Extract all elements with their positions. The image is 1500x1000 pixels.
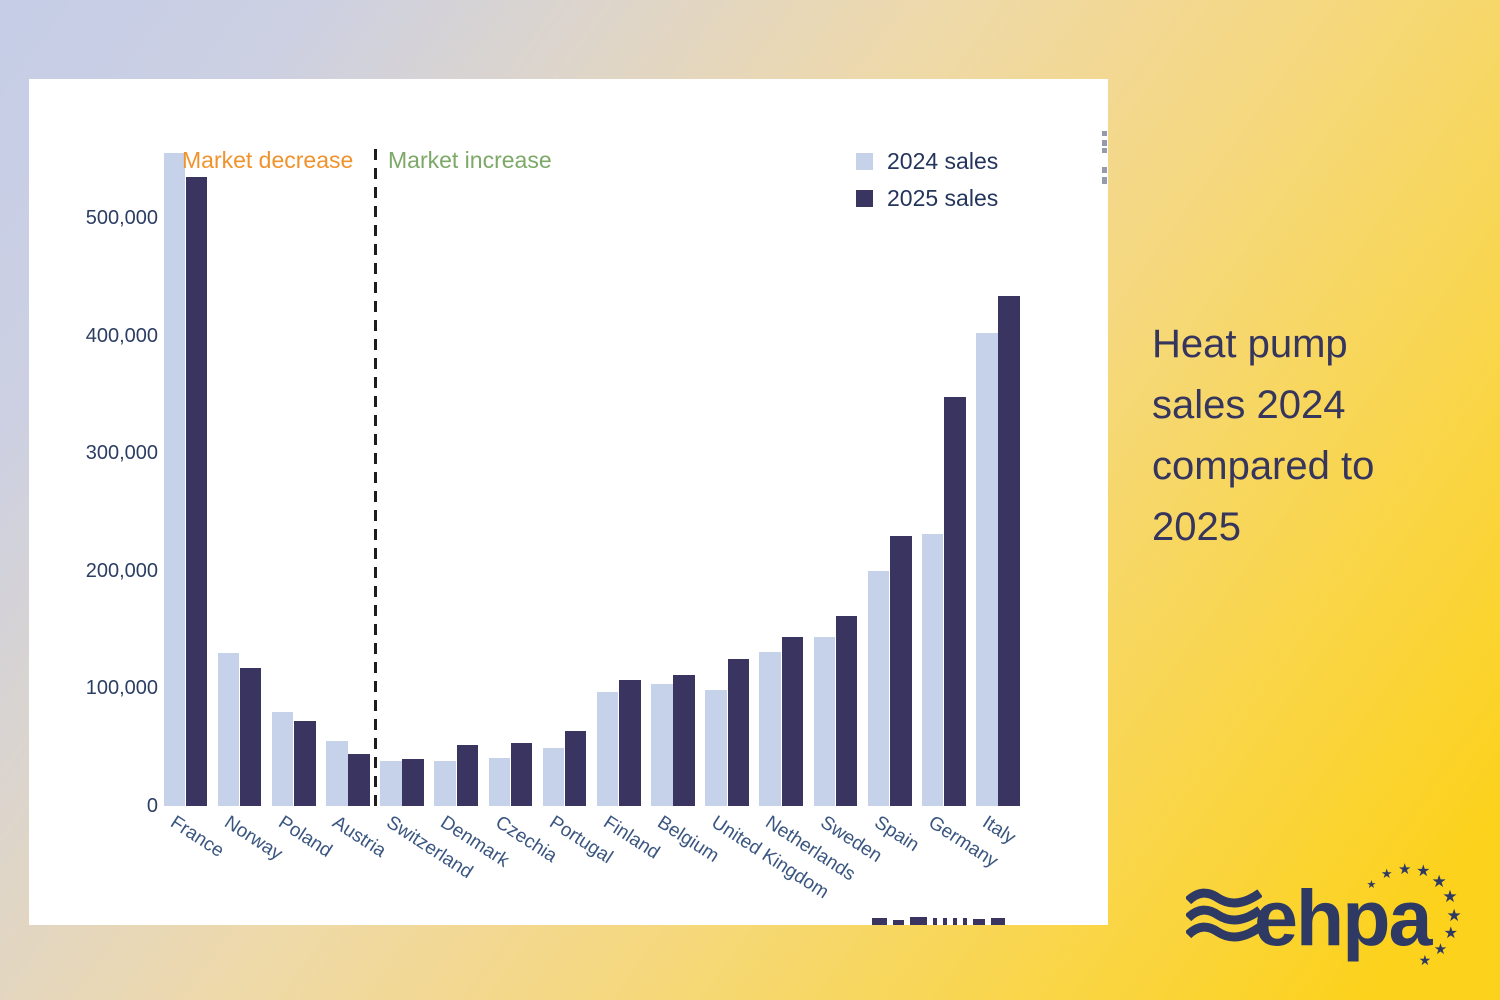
bar-germany-2024 — [921, 534, 944, 806]
x-tick-label-norway: Norway — [220, 812, 286, 865]
page-title-line-3: compared to — [1152, 444, 1375, 488]
chart-panel: 0 100,000 200,000 300,000 400,000 500,000 Fra… — [29, 79, 1108, 925]
bar-sweden-2024 — [813, 636, 836, 806]
bar-austria-2024 — [326, 741, 348, 806]
bar-spain-2025 — [890, 535, 912, 806]
eu-star-icon: ★ — [1433, 940, 1448, 958]
bar-italy-2025 — [998, 295, 1020, 806]
y-tick-label: 300,000 — [85, 442, 158, 465]
page-title-line-2: sales 2024 — [1152, 383, 1346, 427]
bar-denmark-2025 — [456, 744, 479, 806]
market-increase-annotation: Market increase — [388, 147, 552, 173]
ehpa-logo-text: ehpa — [1254, 873, 1432, 962]
bar-france-2024 — [163, 153, 185, 806]
bar-switzerland-2024 — [380, 761, 402, 806]
x-tick-label-austria: Austria — [328, 812, 390, 862]
bar-netherlands-2025 — [781, 636, 804, 806]
eu-star-icon: ★ — [1398, 860, 1412, 878]
bar-belgium-2025 — [673, 675, 695, 806]
waves-icon — [1186, 888, 1262, 942]
bar-czechia-2024 — [488, 757, 511, 806]
bar-belgium-2024 — [651, 683, 673, 806]
x-tick-label-poland: Poland — [274, 812, 336, 862]
ehpa-logo: ehpa ★ ★ ★ ★ ★ ★ ★ ★ ★ ★ — [1186, 862, 1466, 982]
page-title-line-4: 2025 — [1152, 505, 1241, 549]
eu-star-icon: ★ — [1431, 872, 1447, 892]
bar-poland-2024 — [271, 711, 294, 806]
bar-portugal-2024 — [542, 748, 565, 806]
bar-netherlands-2024 — [759, 651, 781, 806]
eu-star-icon: ★ — [1443, 924, 1458, 942]
bar-united-kingdom-2025 — [727, 659, 749, 806]
bar-united-kingdom-2024 — [705, 689, 727, 806]
market-decrease-annotation: Market decrease — [182, 147, 354, 173]
bar-finland-2024 — [596, 691, 619, 806]
eu-star-icon: ★ — [1442, 887, 1458, 907]
eu-star-icon: ★ — [1446, 905, 1462, 925]
y-tick-label: 500,000 — [85, 207, 158, 229]
bar-germany-2025 — [944, 396, 966, 806]
bar-norway-2024 — [217, 653, 240, 806]
legend-label-2025: 2025 sales — [887, 184, 999, 211]
eu-star-icon: ★ — [1380, 866, 1393, 882]
bar-czechia-2025 — [510, 742, 533, 806]
bar-italy-2024 — [976, 333, 998, 806]
legend-item-2025: 2025 sales — [856, 184, 999, 211]
legend-label-2024: 2024 sales — [887, 147, 999, 174]
bar-austria-2025 — [348, 754, 370, 806]
bar-poland-2025 — [294, 721, 316, 806]
eu-star-icon: ★ — [1418, 951, 1432, 968]
chart-legend: 2024 sales 2025 sales — [856, 147, 999, 223]
y-tick-label: 400,000 — [85, 324, 158, 347]
legend-swatch-2024-icon — [856, 152, 873, 170]
market-divider-dashed-line — [374, 149, 377, 806]
bar-norway-2025 — [239, 668, 262, 806]
bar-denmark-2024 — [434, 761, 456, 806]
page-title: Heat pump sales 2024 compared to 2025 — [1152, 314, 1482, 558]
bar-finland-2025 — [619, 680, 641, 806]
x-tick-label-france: France — [166, 812, 228, 862]
legend-item-2024: 2024 sales — [856, 147, 999, 174]
bar-spain-2024 — [867, 570, 890, 806]
eu-star-icon: ★ — [1366, 879, 1377, 892]
y-tick-label: 0 — [146, 795, 158, 817]
page-title-line-1: Heat pump — [1152, 322, 1348, 366]
bar-portugal-2025 — [564, 730, 587, 806]
bar-france-2025 — [185, 176, 208, 806]
eu-star-icon: ★ — [1416, 862, 1431, 880]
y-tick-label: 200,000 — [85, 559, 158, 582]
bar-sweden-2025 — [835, 615, 858, 806]
y-tick-label: 100,000 — [85, 677, 158, 700]
bar-switzerland-2025 — [402, 758, 424, 806]
legend-swatch-2025-icon — [856, 189, 873, 207]
